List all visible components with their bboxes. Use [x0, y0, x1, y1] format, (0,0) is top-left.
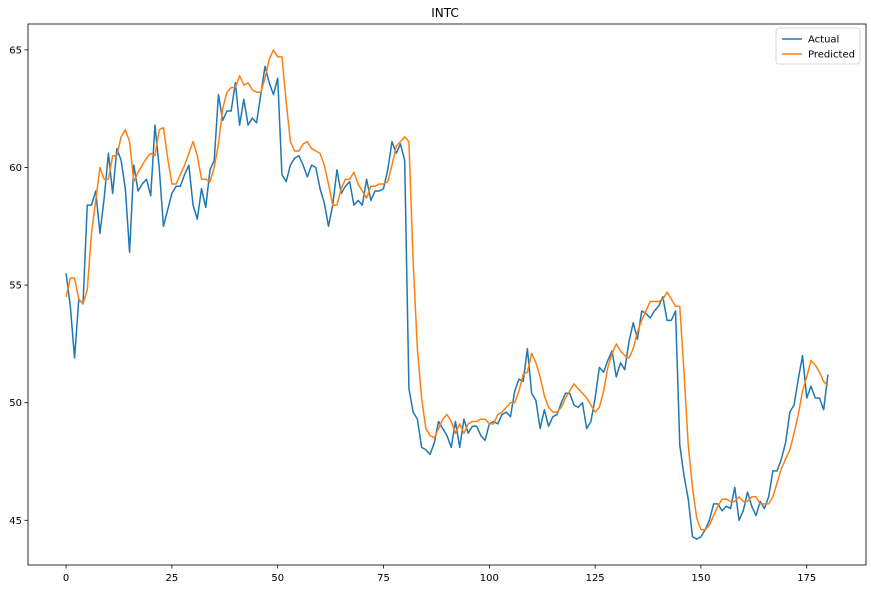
x-tick-label: 50 [271, 573, 284, 584]
chart-title: INTC [431, 6, 459, 20]
x-tick-label: 0 [63, 573, 69, 584]
legend-label-actual: Actual [808, 35, 839, 46]
series-line-predicted [65, 49, 829, 531]
x-tick-label: 25 [166, 573, 179, 584]
series-layer [65, 49, 829, 540]
legend: Actual Predicted [775, 27, 861, 65]
x-tick-label: 100 [480, 573, 499, 584]
y-tick-label: 45 [9, 516, 22, 527]
y-tick-label: 65 [9, 45, 22, 56]
y-tick-label: 50 [9, 398, 22, 409]
x-tick-label: 175 [797, 573, 816, 584]
series-line-actual [65, 65, 829, 540]
x-tick-label: 75 [377, 573, 390, 584]
y-tick-label: 60 [9, 163, 22, 174]
legend-label-predicted: Predicted [808, 50, 855, 61]
y-axis: 45 50 55 60 65 [9, 45, 28, 527]
x-axis: 0 25 50 75 100 125 150 175 [63, 565, 816, 584]
legend-box [775, 27, 861, 65]
x-tick-label: 150 [691, 573, 710, 584]
y-tick-label: 55 [9, 281, 22, 292]
plot-area [28, 24, 866, 565]
x-tick-label: 125 [586, 573, 605, 584]
plot-frame [27, 23, 867, 566]
